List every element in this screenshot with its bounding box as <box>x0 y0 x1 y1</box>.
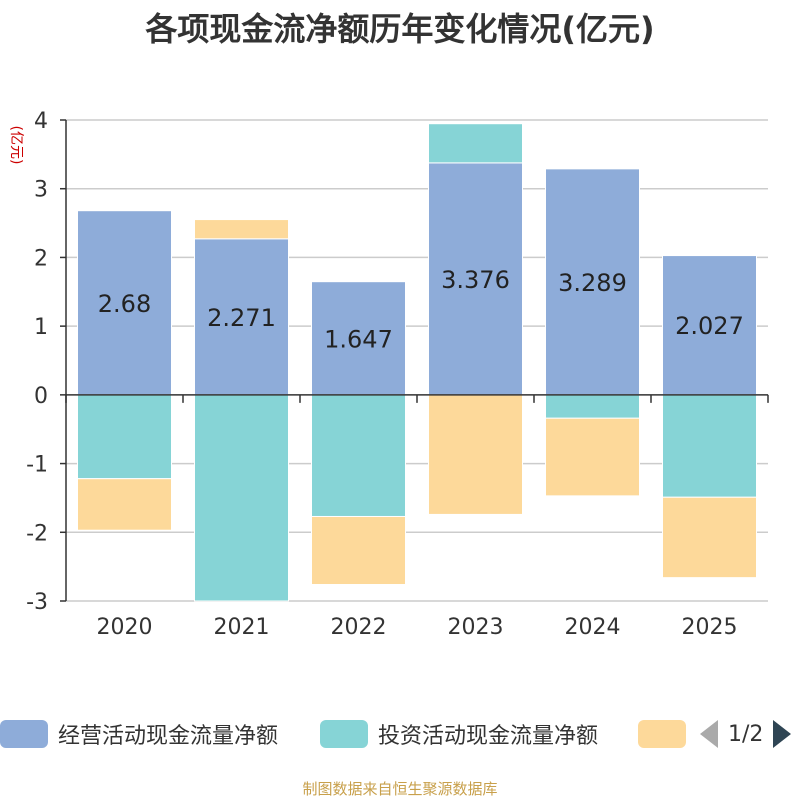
grid-lines <box>66 119 768 602</box>
x-tick-label: 2022 <box>331 615 387 640</box>
bar-third-2025 <box>662 496 757 579</box>
source-note: 制图数据来自恒生聚源数据库 <box>302 780 498 798</box>
bar-operating-2025 <box>662 255 757 396</box>
bar-investing-2025 <box>662 394 757 498</box>
y-tick-label: 0 <box>34 384 48 409</box>
data-label: 2.027 <box>675 312 744 340</box>
pager-page-indicator: 1/2 <box>728 721 764 747</box>
data-label: 1.647 <box>324 325 393 353</box>
bar-investing-2024 <box>545 394 640 419</box>
bar-third-2023 <box>428 394 523 515</box>
bar-operating-2021 <box>194 238 289 396</box>
x-tick-label: 2023 <box>448 615 504 640</box>
legend-item-operating[interactable]: 经营活动现金流量净额 <box>0 716 278 752</box>
x-tick-label: 2021 <box>214 615 270 640</box>
bar-third-2020 <box>77 478 172 531</box>
y-axis-label: (亿元) <box>8 126 24 165</box>
bar-investing-2021 <box>194 394 289 602</box>
data-labels: 2.68 2.271 1.647 3.376 3.289 2.027 <box>98 266 744 353</box>
legend-label-operating: 经营活动现金流量净额 <box>58 724 279 749</box>
y-tick-label: 3 <box>34 178 48 203</box>
legend-label-investing: 投资活动现金流量净额 <box>378 724 599 749</box>
legend: 经营活动现金流量净额 投资活动现金流量净额 1/2 <box>0 716 800 752</box>
bar-investing-2020 <box>77 394 172 480</box>
legend-item-third[interactable] <box>638 716 696 752</box>
legend-item-investing[interactable]: 投资活动现金流量净额 <box>320 716 598 752</box>
bar-third-2022 <box>311 515 406 586</box>
y-tick-label: 1 <box>34 315 48 340</box>
y-tick-label: 2 <box>34 246 48 271</box>
x-tick-label: 2020 <box>97 615 153 640</box>
axes: -3 -2 -1 0 1 2 3 4 (亿元) 2020 2021 2022 2023 2024 2025 <box>8 109 769 640</box>
x-tick-label: 2025 <box>682 615 738 640</box>
data-label: 2.68 <box>98 290 151 318</box>
legend-swatch-investing <box>320 720 368 748</box>
pager-next-icon[interactable] <box>773 720 792 748</box>
bar-operating-2020 <box>77 210 172 396</box>
data-label: 3.289 <box>558 269 627 297</box>
bar-investing-2022 <box>311 394 406 517</box>
pager-prev-icon[interactable] <box>700 720 718 748</box>
bar-investing-2023 <box>428 123 523 164</box>
bar-third-2024 <box>545 417 640 497</box>
bar-operating-2024 <box>545 168 640 396</box>
bar-third-2021 <box>194 219 289 240</box>
legend-pager: 1/2 <box>700 716 792 752</box>
y-tick-label: -3 <box>26 590 48 615</box>
data-label: 3.376 <box>441 266 510 294</box>
y-tick-label: 4 <box>34 109 48 134</box>
chart-title: 各项现金流净额历年变化情况(亿元) <box>145 10 655 48</box>
y-tick-label: -2 <box>26 521 48 546</box>
y-tick-label: -1 <box>26 453 48 478</box>
x-tick-label: 2024 <box>565 615 621 640</box>
legend-swatch-third <box>638 720 686 748</box>
bar-operating-2023 <box>428 162 523 396</box>
data-label: 2.271 <box>207 304 276 332</box>
bars <box>77 123 757 602</box>
legend-swatch-operating <box>0 720 48 748</box>
